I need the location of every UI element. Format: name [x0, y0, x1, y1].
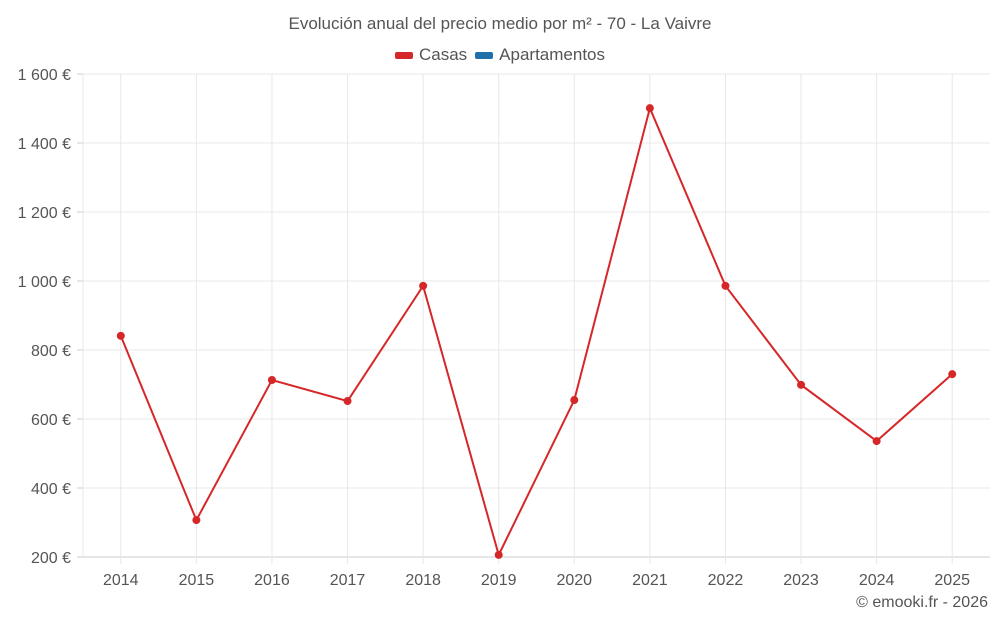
data-point[interactable] — [192, 516, 201, 525]
x-tick-label: 2025 — [934, 572, 970, 589]
x-tick-label: 2022 — [708, 572, 744, 589]
chart-title: Evolución anual del precio medio por m² … — [288, 14, 712, 33]
y-tick-label: 1 400 € — [18, 136, 71, 153]
legend-swatch-apartamentos — [475, 51, 494, 59]
x-tick-label: 2017 — [330, 572, 366, 589]
data-point[interactable] — [948, 370, 957, 379]
x-tick-label: 2021 — [632, 572, 668, 589]
y-tick-label: 600 € — [31, 412, 71, 429]
x-tick-label: 2018 — [405, 572, 441, 589]
data-point[interactable] — [872, 437, 881, 446]
data-point[interactable] — [645, 104, 654, 113]
data-point[interactable] — [343, 397, 352, 406]
legend: Casas Apartamentos — [0, 45, 1000, 65]
legend-label-casas: Casas — [418, 45, 468, 64]
y-tick-label: 800 € — [31, 343, 71, 360]
x-tick-label: 2014 — [103, 572, 139, 589]
y-tick-label: 1 000 € — [18, 274, 71, 291]
legend-item-apartamentos[interactable]: Apartamentos — [475, 45, 605, 65]
x-tick-label: 2023 — [783, 572, 819, 589]
data-point[interactable] — [267, 376, 276, 385]
y-tick-label: 1 200 € — [18, 205, 71, 222]
data-point[interactable] — [721, 281, 730, 290]
data-point[interactable] — [570, 396, 579, 405]
legend-item-casas[interactable]: Casas — [394, 45, 468, 65]
data-point[interactable] — [419, 281, 428, 290]
y-tick-label: 400 € — [31, 481, 71, 498]
data-point[interactable] — [797, 380, 806, 389]
data-point[interactable] — [494, 550, 503, 559]
legend-label-apartamentos: Apartamentos — [499, 45, 606, 64]
x-tick-label: 2016 — [254, 572, 290, 589]
data-point[interactable] — [116, 331, 125, 340]
y-tick-label: 200 € — [31, 550, 71, 567]
legend-swatch-casas — [394, 51, 413, 59]
y-tick-label: 1 600 € — [18, 67, 71, 84]
x-tick-label: 2019 — [481, 572, 517, 589]
series-line — [119, 105, 953, 558]
x-tick-label: 2024 — [859, 572, 895, 589]
x-tick-label: 2020 — [556, 572, 592, 589]
copyright-credit: © emooki.fr - 2026 — [856, 594, 988, 611]
x-tick-label: 2015 — [179, 572, 215, 589]
